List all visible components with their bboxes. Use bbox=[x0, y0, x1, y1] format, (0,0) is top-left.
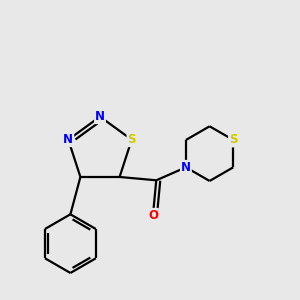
Text: N: N bbox=[95, 110, 105, 123]
Text: S: S bbox=[229, 134, 238, 146]
Text: N: N bbox=[181, 161, 191, 174]
Text: S: S bbox=[128, 133, 136, 146]
Text: N: N bbox=[63, 133, 73, 146]
Text: O: O bbox=[148, 209, 158, 222]
